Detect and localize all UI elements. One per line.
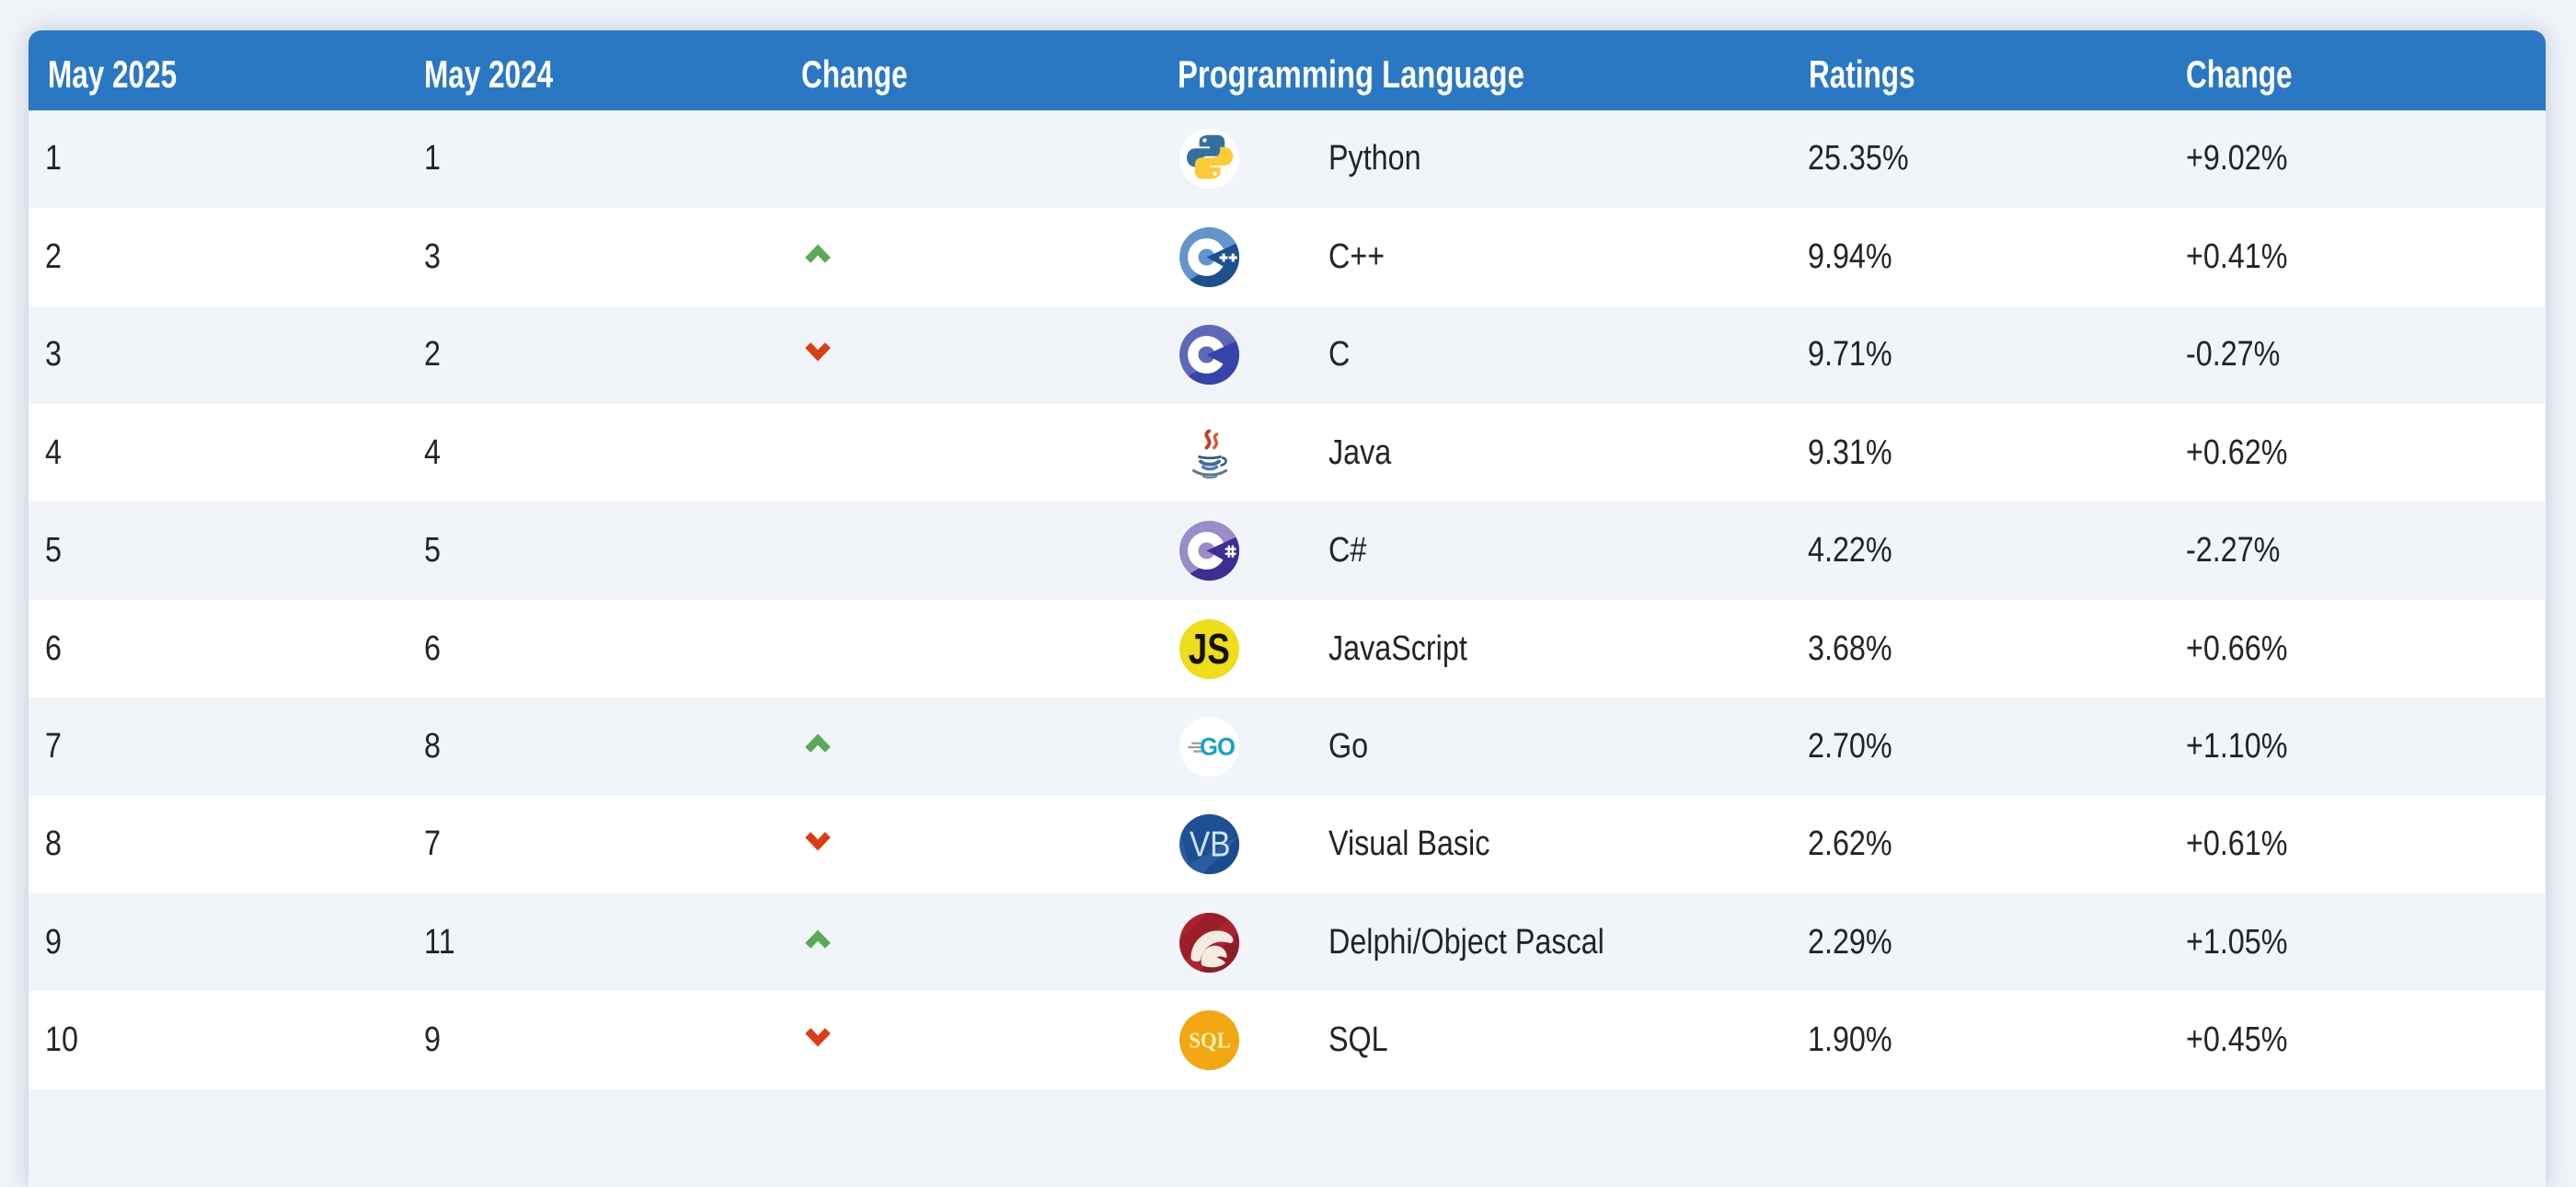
svg-text:JS: JS: [1189, 625, 1230, 673]
svg-text:VB: VB: [1190, 824, 1231, 864]
svg-text:SQL: SQL: [1189, 1029, 1231, 1054]
svg-text:GO: GO: [1200, 732, 1235, 761]
